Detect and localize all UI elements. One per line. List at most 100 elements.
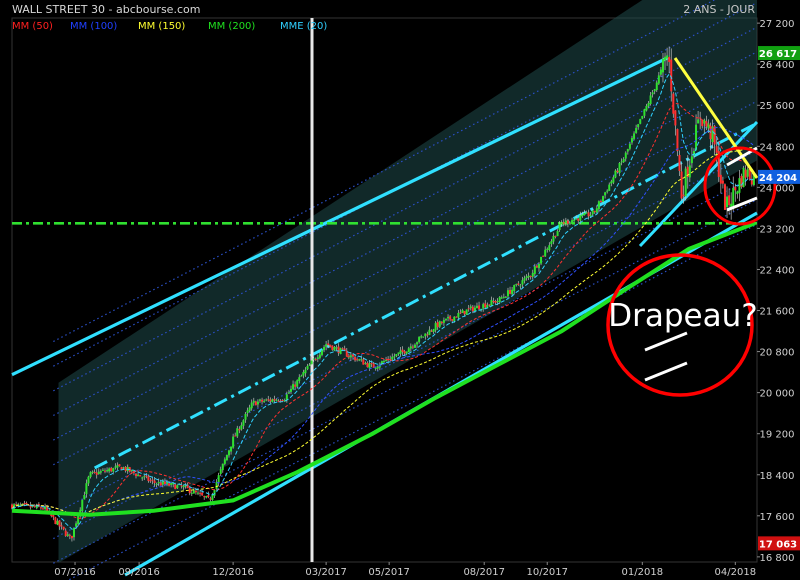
channel-dotted-line xyxy=(53,0,716,343)
candle-body xyxy=(242,420,245,426)
candle-body xyxy=(203,496,206,498)
candle-body xyxy=(302,372,305,376)
candle-body xyxy=(657,75,660,84)
candle-body xyxy=(188,487,191,494)
candle-body xyxy=(143,476,146,478)
candle-body xyxy=(699,117,702,119)
candle-body xyxy=(504,296,507,298)
candle-body xyxy=(155,483,158,485)
candle-body xyxy=(537,263,540,269)
candle-body xyxy=(263,400,266,402)
candle-body xyxy=(269,399,272,402)
candle-body xyxy=(382,361,385,363)
flag-circle xyxy=(703,146,777,226)
annotation-label: Drapeau? xyxy=(608,298,757,334)
annotation-flag-lower xyxy=(644,361,688,382)
candle-body xyxy=(688,165,691,178)
candle-body xyxy=(736,191,739,195)
candle-body xyxy=(498,297,501,303)
candle-body xyxy=(449,316,452,320)
candle-body xyxy=(529,276,532,278)
candle-body xyxy=(137,474,140,477)
candle-body xyxy=(275,399,278,401)
candle-body xyxy=(523,278,526,281)
candle-body xyxy=(453,316,456,321)
channel-dotted-line xyxy=(53,199,758,564)
candle-body xyxy=(23,503,26,505)
candle-body xyxy=(558,223,561,231)
candle-body xyxy=(420,336,423,338)
candle-body xyxy=(723,184,726,210)
candle-body xyxy=(616,170,619,173)
candle-body xyxy=(630,138,633,143)
candle-body xyxy=(15,504,18,506)
candle-body xyxy=(511,289,514,295)
candle-body xyxy=(475,305,478,309)
candle-body xyxy=(161,481,164,485)
candle-body xyxy=(467,308,470,310)
candle-body xyxy=(116,465,119,468)
candle-body xyxy=(285,394,288,400)
candle-body xyxy=(176,485,179,489)
candle-body xyxy=(451,319,454,321)
candle-body xyxy=(515,284,518,286)
channel-upper-line xyxy=(11,56,669,377)
candle-body xyxy=(273,398,276,401)
candle-body xyxy=(434,323,437,331)
candle-body xyxy=(304,369,307,374)
candle-body xyxy=(413,344,416,348)
candle-body xyxy=(560,222,563,224)
candle-body xyxy=(89,472,92,477)
candle-body xyxy=(711,126,714,143)
candle-body xyxy=(306,366,309,370)
candle-body xyxy=(440,321,443,324)
candle-body xyxy=(463,311,466,315)
candle-body xyxy=(248,407,251,411)
candle-body xyxy=(298,377,301,382)
candle-body xyxy=(232,436,235,448)
candle-body xyxy=(281,400,284,402)
candle-body xyxy=(509,289,512,294)
candle-body xyxy=(531,272,534,277)
candle-body xyxy=(562,222,565,224)
candle-body xyxy=(614,170,617,178)
candle-body xyxy=(62,526,65,530)
candle-body xyxy=(548,245,551,251)
candle-body xyxy=(250,402,253,409)
candle-body xyxy=(416,342,419,345)
candle-body xyxy=(668,56,671,63)
axes: 16 800 17 600 18 400 19 200 20 000 20 800 21 6… xyxy=(54,19,800,578)
channel-dotted-line xyxy=(53,149,758,515)
candle-body xyxy=(230,446,233,452)
candle-body xyxy=(519,285,522,287)
legend-item: MM (150) xyxy=(138,21,185,32)
candle-body xyxy=(608,184,611,191)
candle-body xyxy=(310,360,313,365)
candle-body xyxy=(91,471,94,473)
candle-body xyxy=(573,219,576,222)
candle-body xyxy=(744,169,747,178)
candle-body xyxy=(339,348,342,355)
candle-body xyxy=(132,471,135,473)
x-tick-label: 09/2016 xyxy=(118,567,160,578)
candle-body xyxy=(172,483,175,485)
candle-body xyxy=(697,119,700,124)
candle-body xyxy=(740,175,743,187)
candle-body xyxy=(170,482,173,485)
candle-body xyxy=(294,384,297,387)
candle-body xyxy=(554,235,557,237)
candle-body xyxy=(380,361,383,365)
candle-body xyxy=(159,482,162,486)
candle-body xyxy=(308,364,311,366)
channel-dotted-line xyxy=(53,75,758,441)
candle-body xyxy=(211,494,214,501)
candle-body xyxy=(54,517,57,524)
candle-body xyxy=(184,485,187,487)
candle-body xyxy=(546,248,549,250)
candle-body xyxy=(628,143,631,149)
candle-body xyxy=(461,310,464,313)
candle-body xyxy=(525,276,528,279)
price-label-box xyxy=(758,536,800,551)
candle-body xyxy=(442,320,445,323)
